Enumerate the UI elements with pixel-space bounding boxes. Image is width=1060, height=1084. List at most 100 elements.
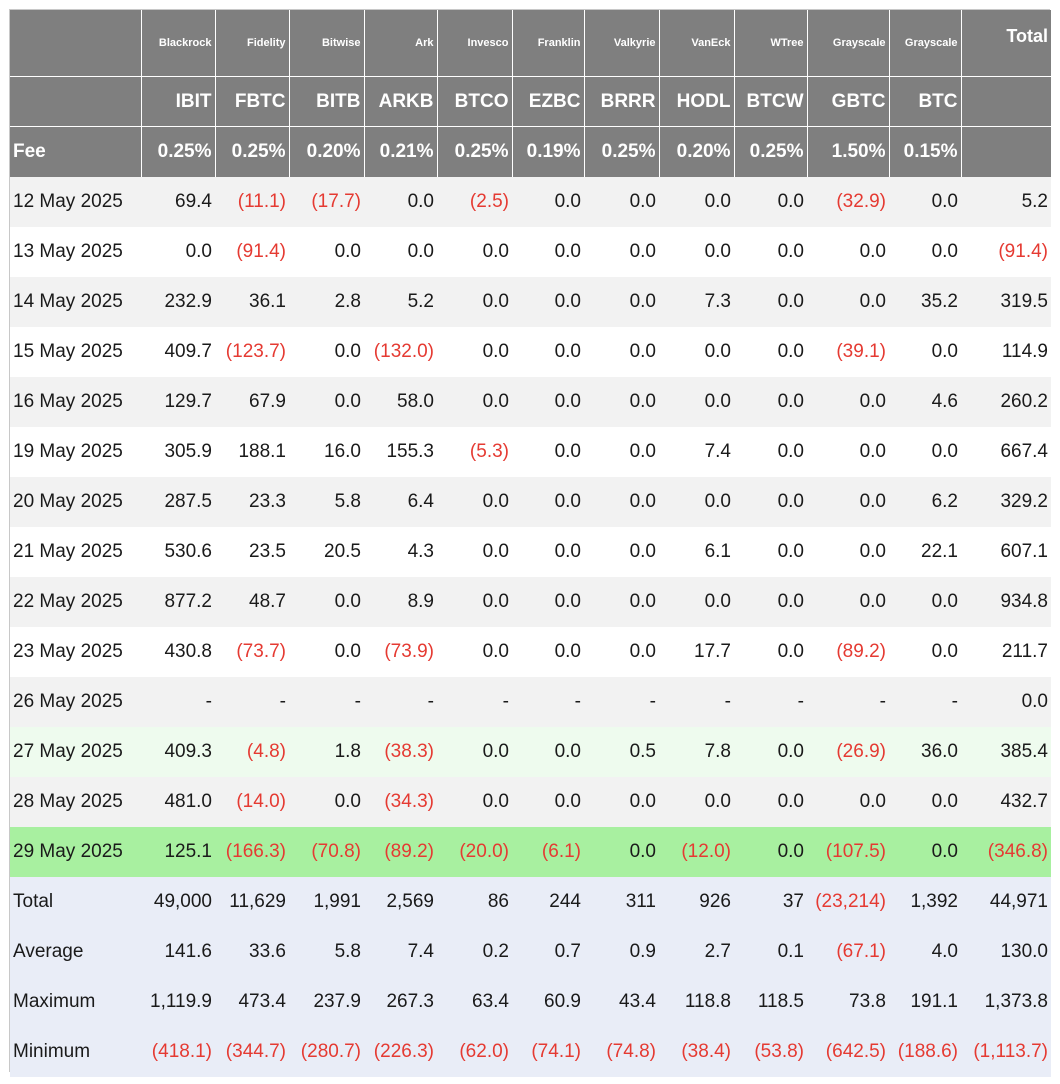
value-cell: 49,000 — [141, 877, 215, 927]
total-cell: 385.4 — [961, 727, 1051, 777]
issuer-header: Grayscale — [807, 10, 890, 77]
value-cell: 23.5 — [215, 527, 289, 577]
value-cell: 58.0 — [364, 377, 437, 427]
fee-header: 0.25% — [215, 126, 290, 177]
value-cell: 244 — [512, 877, 584, 927]
summary-row: Total 49,000 11,629 1,991 2,569 86 244 311 926 37… — [10, 877, 1051, 927]
value-cell: 0.0 — [512, 427, 584, 477]
value-cell: 0.0 — [512, 627, 584, 677]
value-cell: 0.0 — [734, 427, 807, 477]
value-cell: 0.0 — [734, 827, 807, 877]
table-row: 22 May 2025 877.2 48.7 0.0 8.9 0.0 0.0 0.0 0.0 0.… — [10, 577, 1051, 627]
total-cell: 211.7 — [961, 627, 1051, 677]
value-cell: (6.1) — [512, 827, 584, 877]
total-cell: 432.7 — [961, 777, 1051, 827]
issuer-header: Ark — [364, 10, 438, 77]
value-cell: 0.0 — [734, 377, 807, 427]
value-cell: - — [659, 677, 734, 727]
ticker-header: GBTC — [807, 76, 890, 127]
summary-label: Total — [10, 877, 141, 927]
value-cell: 0.0 — [807, 577, 889, 627]
value-cell: (20.0) — [437, 827, 512, 877]
value-cell: 0.0 — [512, 277, 584, 327]
date-cell: 23 May 2025 — [10, 627, 141, 677]
date-cell: 15 May 2025 — [10, 327, 141, 377]
value-cell: 232.9 — [141, 277, 215, 327]
ticker-header: BITB — [289, 76, 365, 127]
date-cell: 27 May 2025 — [10, 727, 141, 777]
value-cell: 237.9 — [289, 977, 364, 1027]
date-cell: 22 May 2025 — [10, 577, 141, 627]
value-cell: 36.1 — [215, 277, 289, 327]
value-cell: 0.0 — [437, 777, 512, 827]
value-cell: (280.7) — [289, 1027, 364, 1077]
fee-header: 0.25% — [734, 126, 808, 177]
value-cell: - — [141, 677, 215, 727]
value-cell: 0.0 — [807, 277, 889, 327]
value-cell: 0.0 — [584, 777, 659, 827]
corner-cell — [10, 10, 142, 77]
value-cell: 0.0 — [289, 377, 364, 427]
value-cell: 0.9 — [584, 927, 659, 977]
summary-label: Average — [10, 927, 141, 977]
value-cell: - — [889, 677, 961, 727]
value-cell: 0.0 — [659, 477, 734, 527]
value-cell: 287.5 — [141, 477, 215, 527]
value-cell: 0.0 — [584, 377, 659, 427]
value-cell: 155.3 — [364, 427, 437, 477]
value-cell: 36.0 — [889, 727, 961, 777]
value-cell: 0.0 — [584, 227, 659, 277]
summary-row: Average 141.6 33.6 5.8 7.4 0.2 0.7 0.9 2.7 0.1 (67… — [10, 927, 1051, 977]
value-cell: 0.0 — [437, 327, 512, 377]
value-cell: (74.8) — [584, 1027, 659, 1077]
table-row: 23 May 2025 430.8 (73.7) 0.0 (73.9) 0.0 0.0 0.0… — [10, 627, 1051, 677]
value-cell: 0.0 — [437, 277, 512, 327]
ticker-header: FBTC — [215, 76, 290, 127]
total-cell: 667.4 — [961, 427, 1051, 477]
fee-header: 0.20% — [659, 126, 735, 177]
value-cell: 0.0 — [364, 177, 437, 227]
ticker-header: BTCO — [437, 76, 513, 127]
value-cell: 5.8 — [289, 927, 364, 977]
ticker-header: IBIT — [141, 76, 216, 127]
value-cell: 0.0 — [289, 777, 364, 827]
value-cell: 0.0 — [437, 577, 512, 627]
summary-label: Minimum — [10, 1027, 141, 1077]
value-cell: 20.5 — [289, 527, 364, 577]
value-cell: (26.9) — [807, 727, 889, 777]
table-row: 29 May 2025 125.1 (166.3) (70.8) (89.2) (20.0… — [10, 827, 1051, 877]
value-cell: 0.0 — [807, 527, 889, 577]
value-cell: 0.0 — [289, 227, 364, 277]
ticker-header-row: IBIT FBTC BITB ARKB BTCO EZBC BRRR HODL … — [10, 76, 1051, 127]
value-cell: (89.2) — [807, 627, 889, 677]
value-cell: 0.0 — [584, 327, 659, 377]
total-cell: (91.4) — [961, 227, 1051, 277]
date-cell: 19 May 2025 — [10, 427, 141, 477]
total-column-header: Total — [961, 10, 1051, 77]
value-cell: 23.3 — [215, 477, 289, 527]
value-cell: 43.4 — [584, 977, 659, 1027]
value-cell: 0.0 — [584, 427, 659, 477]
value-cell: (14.0) — [215, 777, 289, 827]
value-cell: 22.1 — [889, 527, 961, 577]
value-cell: 60.9 — [512, 977, 584, 1027]
table-row: 12 May 2025 69.4 (11.1) (17.7) 0.0 (2.5) 0.0 0.… — [10, 177, 1051, 227]
value-cell: 1,119.9 — [141, 977, 215, 1027]
value-cell: 0.0 — [889, 177, 961, 227]
table-row: 27 May 2025 409.3 (4.8) 1.8 (38.3) 0.0 0.0 0.5 7… — [10, 727, 1051, 777]
value-cell: 0.0 — [807, 227, 889, 277]
ticker-header: ARKB — [364, 76, 438, 127]
total-cell: 260.2 — [961, 377, 1051, 427]
issuer-header: Fidelity — [215, 10, 290, 77]
date-cell: 14 May 2025 — [10, 277, 141, 327]
value-cell: 305.9 — [141, 427, 215, 477]
value-cell: 0.1 — [734, 927, 807, 977]
table-row: 16 May 2025 129.7 67.9 0.0 58.0 0.0 0.0 0.0 0.0 0… — [10, 377, 1051, 427]
value-cell: 67.9 — [215, 377, 289, 427]
blank-header-cell — [10, 76, 142, 127]
total-cell: 44,971 — [961, 877, 1051, 927]
etf-flows-table: Blackrock Fidelity Bitwise Ark Invesco F… — [10, 10, 1051, 1077]
value-cell: (89.2) — [364, 827, 437, 877]
value-cell: 7.4 — [659, 427, 734, 477]
value-cell: 0.0 — [364, 227, 437, 277]
